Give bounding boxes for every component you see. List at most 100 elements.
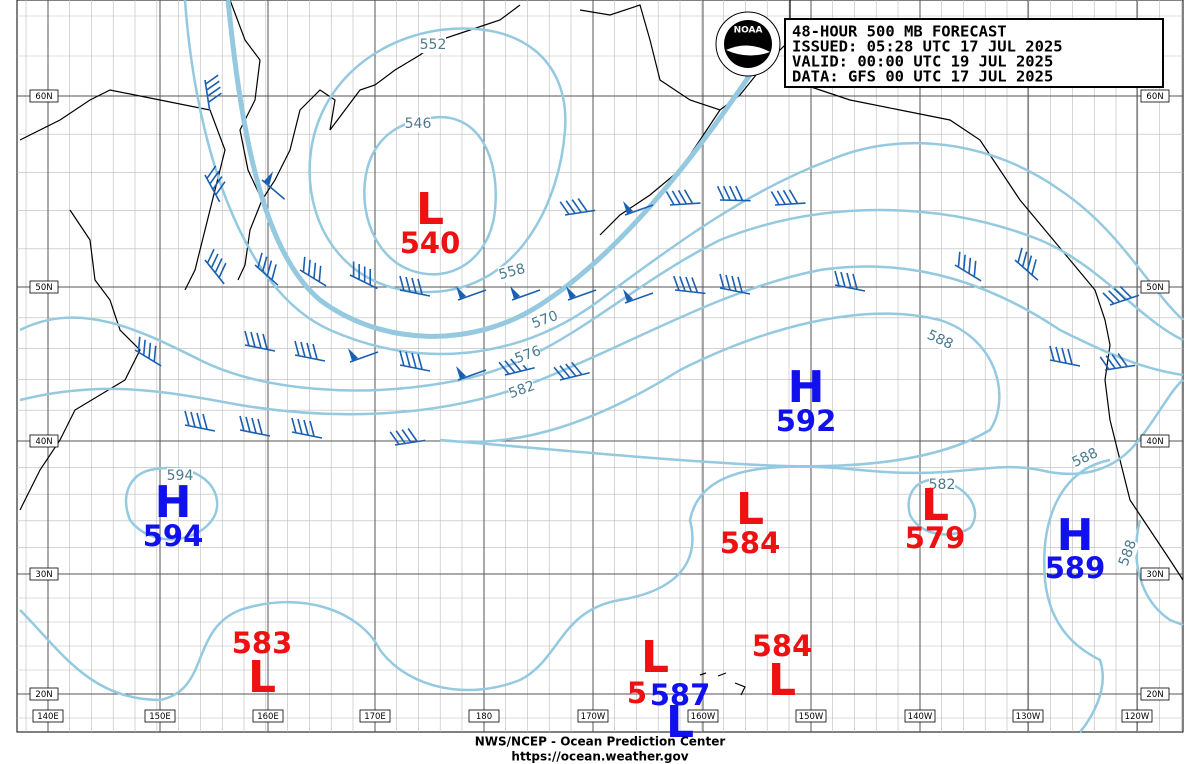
longitude-label: 160W bbox=[691, 712, 716, 722]
center-symbol: L bbox=[416, 184, 444, 235]
coastline bbox=[599, 109, 721, 236]
contour bbox=[907, 478, 977, 536]
contour bbox=[124, 466, 219, 541]
latitude-label: 20N bbox=[1146, 690, 1163, 700]
longitude-label-box bbox=[144, 709, 176, 723]
contour-label: 594 bbox=[167, 468, 194, 484]
latitude-label: 60N bbox=[1146, 92, 1163, 102]
center-value: 583 bbox=[232, 626, 293, 660]
center-symbol: L bbox=[921, 480, 949, 531]
latitude-label: 20N bbox=[35, 690, 52, 700]
graticule bbox=[17, 0, 1183, 732]
islands bbox=[699, 672, 746, 696]
center-symbol: H bbox=[155, 477, 192, 528]
header-line: ISSUED: 05:28 UTC 17 JUL 2025 bbox=[792, 38, 1063, 56]
center-symbol: L bbox=[666, 697, 694, 748]
longitude-label: 120W bbox=[1125, 712, 1150, 722]
map-labels: 60N 60N 50N 50N 40N 40N 30N 30N 20N 20N 140E 150E 16… bbox=[29, 37, 1170, 748]
longitude-label: 140W bbox=[908, 712, 933, 722]
center-symbol: L bbox=[248, 652, 276, 703]
latitude-label: 30N bbox=[1146, 570, 1163, 580]
contour-label: 558 bbox=[497, 261, 527, 283]
longitude-label-box bbox=[468, 709, 500, 723]
latitude-label: 30N bbox=[35, 570, 52, 580]
header-line: DATA: GFS 00 UTC 17 JUL 2025 bbox=[792, 68, 1053, 86]
longitude-label: 170E bbox=[364, 712, 386, 722]
latitude-label-box bbox=[29, 434, 59, 448]
longitude-label-box bbox=[1012, 709, 1044, 723]
center-value: 589 bbox=[1045, 551, 1106, 585]
center-symbol: L bbox=[768, 655, 796, 706]
longitude-label: 170W bbox=[581, 712, 606, 722]
header-frame bbox=[784, 18, 1164, 88]
longitude-label: 140E bbox=[37, 712, 59, 722]
latitude-label-box bbox=[1140, 567, 1170, 581]
logo bbox=[724, 20, 772, 68]
longitude-label-box bbox=[1121, 709, 1153, 723]
longitude-label-box bbox=[687, 709, 719, 723]
contour-label: 552 bbox=[420, 37, 447, 53]
longitude-label: 150W bbox=[799, 712, 824, 722]
contour-label-bg bbox=[530, 308, 560, 332]
longitude-label: 130W bbox=[1016, 712, 1041, 722]
longitude-label: 150E bbox=[149, 712, 171, 722]
center-symbol: L bbox=[641, 632, 669, 683]
contour bbox=[19, 379, 1184, 702]
coastline bbox=[789, 79, 1184, 581]
center-value: 5 bbox=[627, 676, 647, 710]
latitude-label-box bbox=[29, 567, 59, 581]
contour bbox=[225, 0, 763, 339]
contour-label-bg bbox=[167, 468, 193, 484]
contour bbox=[19, 208, 1184, 392]
contour-label-bg bbox=[924, 327, 956, 353]
latitude-label-box bbox=[1140, 280, 1170, 294]
center-symbol: H bbox=[1057, 510, 1094, 561]
contour-label-bg bbox=[1116, 538, 1140, 568]
center-symbol: H bbox=[788, 362, 825, 413]
contour-label-bg bbox=[405, 116, 431, 132]
contour-label-bg bbox=[507, 378, 537, 402]
center-value: 587 bbox=[650, 678, 711, 712]
center-value: 540 bbox=[400, 226, 461, 260]
latitude-label: 50N bbox=[1146, 283, 1163, 293]
latitude-label: 40N bbox=[1146, 437, 1163, 447]
latitude-label-box bbox=[1140, 434, 1170, 448]
contour bbox=[308, 27, 567, 294]
logo-bird bbox=[726, 45, 770, 56]
header-line: 48-HOUR 500 MB FORECAST bbox=[792, 23, 1007, 41]
longitude-label-box bbox=[252, 709, 284, 723]
latitude-label: 60N bbox=[35, 92, 52, 102]
contour bbox=[183, 0, 1184, 356]
longitude-label-box bbox=[904, 709, 936, 723]
header-line: VALID: 00:00 UTC 19 JUL 2025 bbox=[792, 53, 1053, 71]
contour-label-bg bbox=[420, 37, 446, 53]
longitude-label-box bbox=[795, 709, 827, 723]
longitude-label: 180 bbox=[476, 712, 492, 722]
longitude-label: 160E bbox=[257, 712, 279, 722]
contour-label: 546 bbox=[405, 116, 432, 132]
latitude-label-box bbox=[29, 687, 59, 701]
footer-url: https://ocean.weather.gov bbox=[511, 750, 688, 764]
height-contours bbox=[19, 0, 1184, 733]
latitude-label-box bbox=[1140, 687, 1170, 701]
contour-label-bg bbox=[929, 477, 955, 493]
contour-label-bg bbox=[513, 343, 543, 367]
contour bbox=[363, 115, 497, 276]
center-value: 584 bbox=[752, 629, 813, 663]
logo-text: NOAA bbox=[734, 26, 763, 36]
contour-label-bg bbox=[1069, 445, 1101, 471]
longitude-label-box bbox=[577, 709, 609, 723]
longitude-label-box bbox=[359, 709, 391, 723]
center-value: 592 bbox=[776, 404, 837, 438]
contour bbox=[19, 265, 1184, 416]
center-symbol: L bbox=[736, 484, 764, 535]
center-value: 579 bbox=[905, 521, 966, 555]
latitude-label-box bbox=[29, 280, 59, 294]
footer-title: NWS/NCEP - Ocean Prediction Center bbox=[475, 735, 726, 749]
latitude-label-box bbox=[1140, 89, 1170, 103]
contour-label: 582 bbox=[929, 477, 956, 493]
latitude-label: 40N bbox=[35, 437, 52, 447]
